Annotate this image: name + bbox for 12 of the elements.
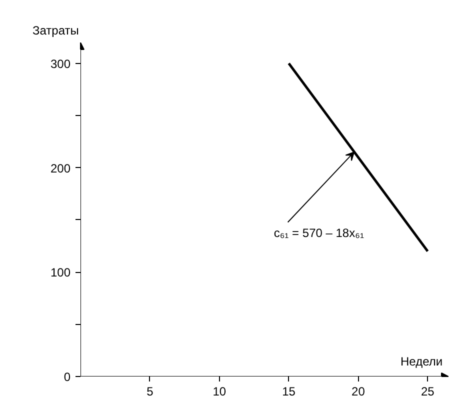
- y-tick-label: 200: [50, 161, 71, 176]
- y-tick-label: 100: [50, 266, 71, 280]
- x-axis-title: Недели: [400, 354, 443, 368]
- x-tick-label: 5: [146, 384, 154, 398]
- x-tick-label: 20: [352, 384, 366, 398]
- annotation: c₆₁ = 570 – 18x₆₁: [274, 226, 364, 240]
- y-tick-label: 300: [50, 56, 71, 71]
- x-tick-label: 15: [282, 384, 296, 398]
- x-tick-label: 25: [420, 384, 435, 398]
- y-tick-label: 0: [64, 370, 71, 384]
- x-tick-label: 10: [212, 384, 226, 398]
- y-axis-title: Затраты: [32, 24, 79, 38]
